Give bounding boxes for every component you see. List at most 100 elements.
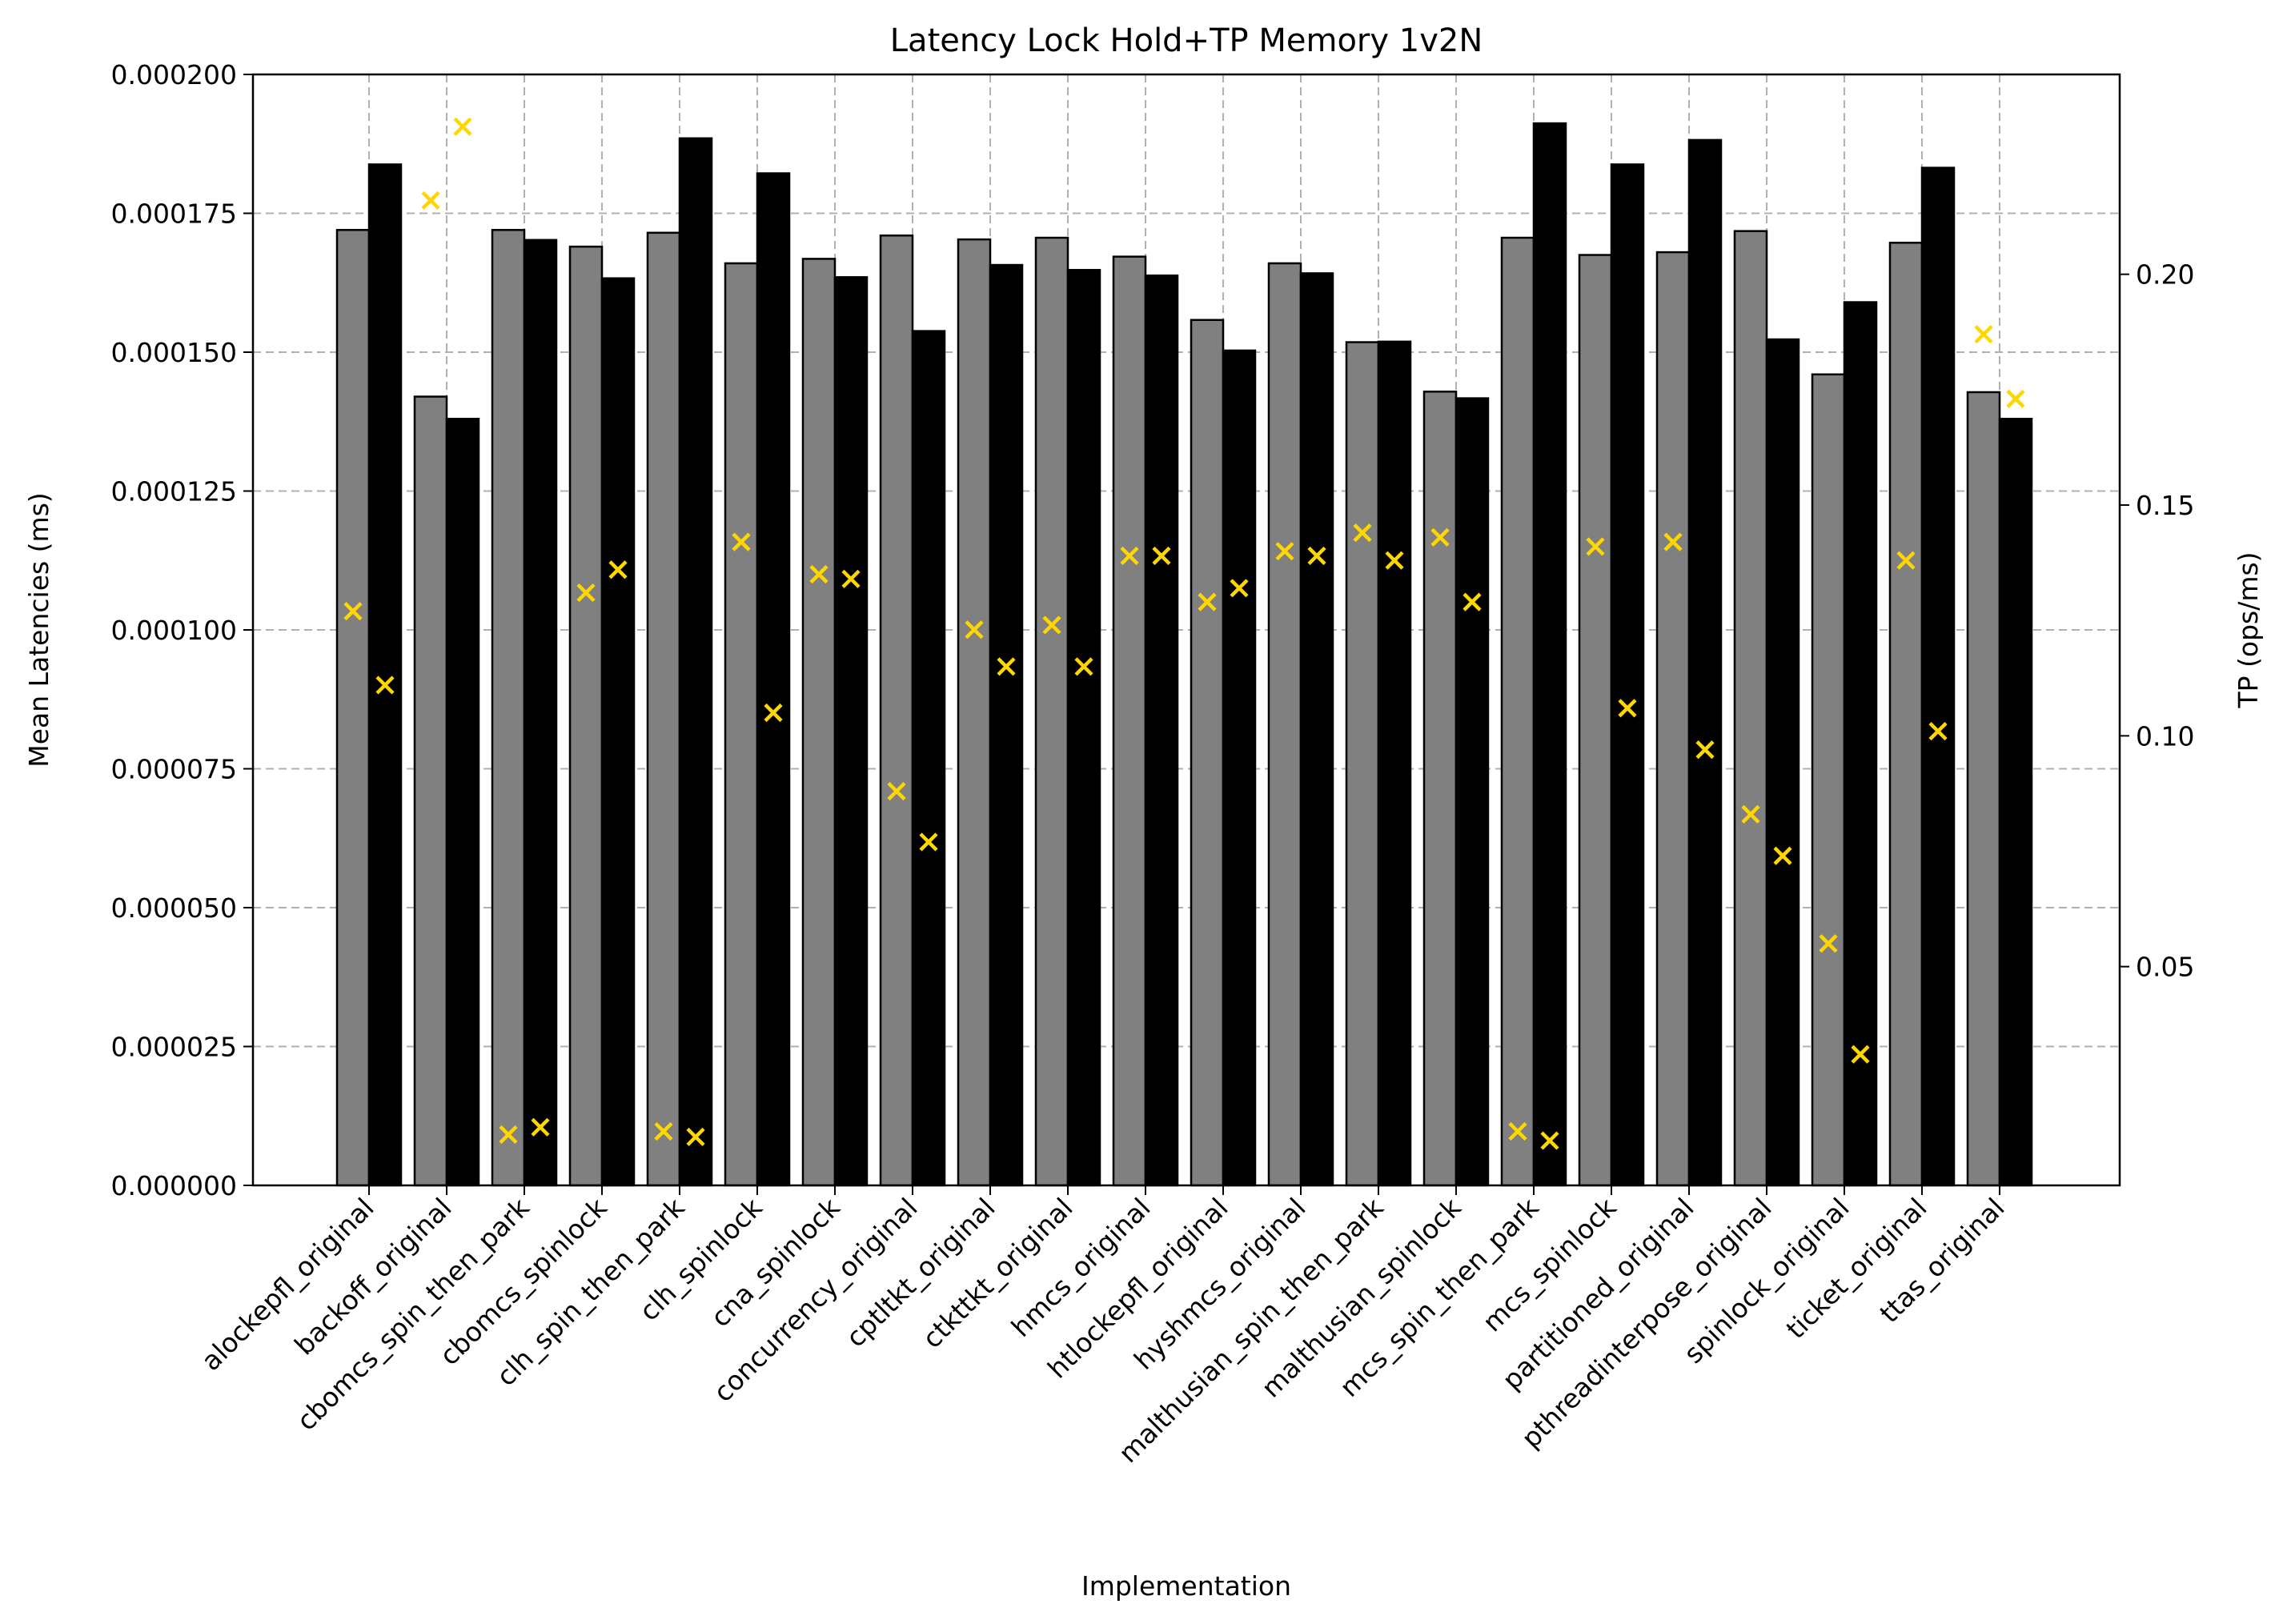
tp-marker <box>1896 551 1916 570</box>
y2-tick-label: 0.20 <box>2136 259 2194 291</box>
bar <box>833 276 869 1187</box>
bars <box>335 122 2033 1187</box>
tp-marker <box>1663 532 1683 551</box>
bar <box>1532 122 1567 1187</box>
y-tick-label: 0.000200 <box>111 59 237 90</box>
bar <box>1500 236 1535 1187</box>
bar <box>678 137 713 1187</box>
bar <box>335 229 371 1187</box>
tp-marker <box>686 1127 705 1147</box>
bar <box>568 245 604 1187</box>
tp-marker <box>1462 592 1482 612</box>
tp-marker <box>1353 523 1372 543</box>
x-axis-ticks: alockepfl_originalbackoff_originalcbomcs… <box>195 1185 2011 1469</box>
tp-marker <box>531 1117 550 1137</box>
tp-marker <box>1773 846 1792 865</box>
tp-marker <box>1819 934 1838 953</box>
bar <box>957 238 992 1187</box>
tp-marker <box>1974 325 1993 344</box>
bar <box>1222 349 1257 1187</box>
tp-marker <box>1430 527 1450 547</box>
bar <box>646 231 681 1187</box>
bar <box>724 262 759 1187</box>
y-tick-label: 0.000000 <box>111 1170 237 1201</box>
tp-marker <box>1851 1045 1870 1064</box>
tp-marker <box>841 569 861 588</box>
bar <box>1377 340 1412 1187</box>
y-tick-label: 0.000100 <box>111 615 237 646</box>
bar <box>1687 138 1723 1187</box>
tp-marker <box>1508 1121 1527 1141</box>
tp-marker <box>1275 542 1294 561</box>
tp-marker <box>1198 592 1217 612</box>
bar <box>1733 230 1768 1187</box>
tp-marker <box>654 1121 673 1141</box>
tp-marker <box>453 117 472 136</box>
tp-marker <box>499 1125 518 1145</box>
y2-tick-label: 0.10 <box>2136 720 2194 752</box>
bar <box>1144 274 1179 1187</box>
y2-axis-ticks: 0.05 0.10 0.15 0.20 <box>2120 259 2194 983</box>
bar <box>1267 262 1302 1187</box>
bar <box>1888 242 1924 1187</box>
bar <box>1765 338 1800 1187</box>
bar <box>1112 255 1147 1187</box>
tp-marker <box>1307 546 1326 566</box>
tp-marker <box>1586 537 1605 556</box>
tp-marker <box>375 676 395 695</box>
bar <box>1190 319 1225 1187</box>
bar <box>1345 341 1380 1187</box>
y-tick-label: 0.000175 <box>111 198 237 230</box>
y-tick-label: 0.000125 <box>111 476 237 507</box>
tp-marker <box>576 583 596 603</box>
bar <box>1998 418 2033 1187</box>
bar <box>911 330 946 1187</box>
tp-marker <box>343 602 363 621</box>
bar <box>1811 373 1846 1187</box>
y2-axis-label: TP (ops/ms) <box>2233 551 2264 708</box>
y-tick-label: 0.000025 <box>111 1032 237 1063</box>
chart-title: Latency Lock Hold+TP Memory 1v2N <box>890 22 1483 59</box>
x-tick-label: hmcs_original <box>1005 1192 1157 1343</box>
tp-marker <box>1741 804 1760 824</box>
tp-marker <box>1152 546 1171 566</box>
bar <box>1299 272 1334 1187</box>
tp-marker <box>965 620 984 640</box>
tp-marker <box>1928 721 1948 741</box>
tp-marker <box>1540 1131 1559 1150</box>
tp-marker <box>1695 740 1715 760</box>
bar <box>445 418 480 1187</box>
tp-marker <box>2006 389 2025 408</box>
x-axis-label: Implementation <box>1081 1570 1291 1602</box>
tp-marker <box>1618 699 1637 718</box>
bar <box>600 277 636 1187</box>
tp-marker <box>887 781 906 801</box>
bar <box>989 263 1024 1187</box>
bar <box>756 172 791 1187</box>
bar <box>1454 397 1490 1187</box>
y-tick-label: 0.000050 <box>111 892 237 924</box>
bar <box>367 163 403 1187</box>
x-tick-label: mcs_spinlock <box>1476 1191 1623 1337</box>
y-tick-label: 0.000075 <box>111 754 237 785</box>
tp-marker <box>421 190 440 211</box>
tp-marker <box>919 832 938 852</box>
tp-marker <box>732 532 751 551</box>
bar <box>1966 391 2001 1187</box>
bar <box>879 235 914 1187</box>
bar <box>1610 163 1645 1187</box>
y2-tick-label: 0.05 <box>2136 952 2194 983</box>
tp-marker <box>1074 657 1093 676</box>
bar <box>1066 269 1101 1187</box>
tp-marker <box>809 564 829 584</box>
bar <box>491 229 526 1187</box>
bar <box>1920 166 1956 1187</box>
bar <box>523 239 558 1187</box>
tp-marker <box>1042 616 1061 635</box>
x-tick-label: ticket_original <box>1780 1192 1933 1345</box>
y2-tick-label: 0.15 <box>2136 490 2194 521</box>
bar <box>1843 301 1878 1187</box>
tp-markers <box>343 117 2025 1150</box>
